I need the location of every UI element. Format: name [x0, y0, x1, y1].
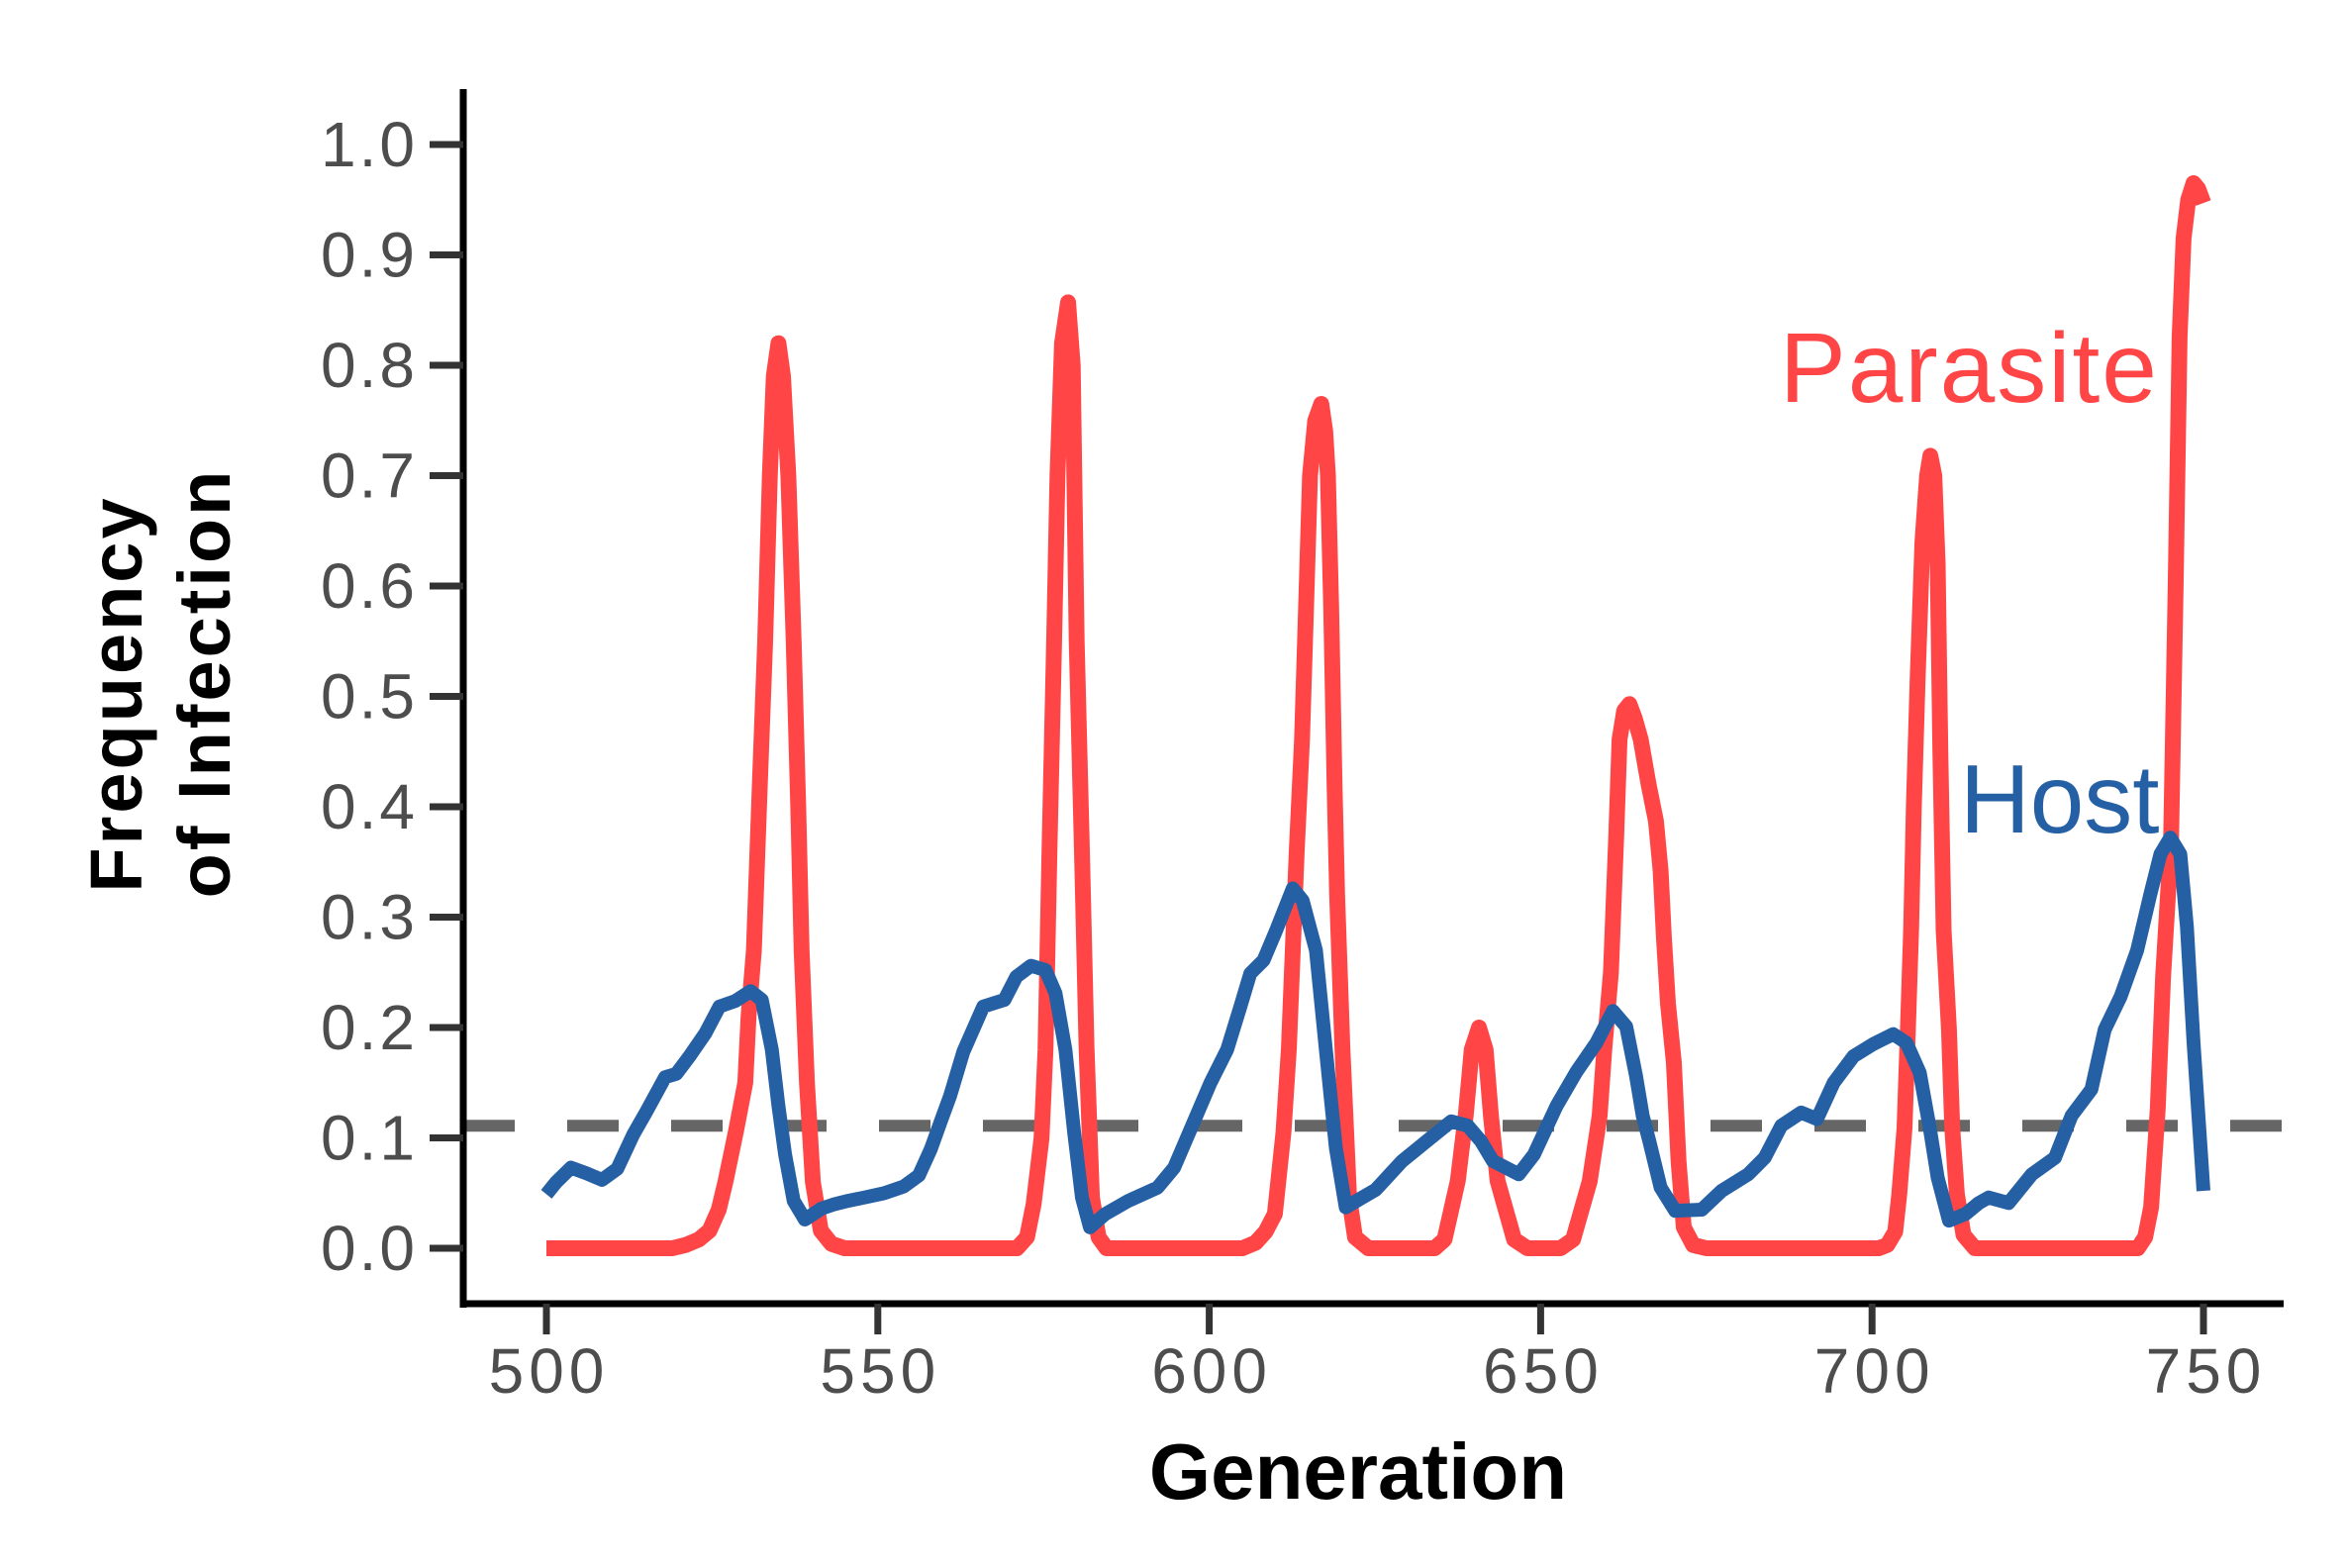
y-axis-ticks: 0.0 0.1 0.2 0.3 0.4 0.5 0.6 0.7 0.8 0.9 1.0 — [321, 109, 463, 1284]
x-tick-label: 600 — [1151, 1335, 1272, 1407]
y-tick-label: 0.1 — [321, 1103, 418, 1174]
x-tick-label: 650 — [1483, 1335, 1604, 1407]
x-axis-title: Generation — [1149, 1427, 1567, 1516]
x-tick-label: 700 — [1814, 1335, 1935, 1407]
host-line — [540, 831, 2210, 1234]
y-tick-label: 0.0 — [321, 1213, 418, 1284]
y-tick-label: 0.8 — [321, 330, 418, 401]
y-axis-title-line-2: of Infection — [163, 468, 245, 899]
parasite-line — [546, 175, 2211, 1256]
y-tick-label: 0.3 — [321, 882, 418, 953]
y-tick-label: 0.2 — [321, 992, 418, 1063]
x-tick-label: 750 — [2146, 1335, 2267, 1407]
series-layer — [540, 175, 2211, 1256]
y-tick-label: 0.9 — [321, 220, 418, 291]
parasite-series-label: Parasite — [1780, 313, 2159, 424]
host-series-label: Host — [1960, 744, 2160, 853]
y-tick-label: 1.0 — [321, 109, 418, 180]
y-tick-label: 0.4 — [321, 771, 418, 842]
x-tick-label: 550 — [820, 1335, 940, 1407]
y-tick-label: 0.7 — [321, 441, 418, 512]
x-tick-label: 500 — [489, 1335, 610, 1407]
x-axis-ticks: 500 550 600 650 700 750 — [489, 1304, 2267, 1407]
y-tick-label: 0.6 — [321, 550, 418, 622]
y-axis-title-line-1: Frequency — [75, 495, 157, 892]
y-tick-label: 0.5 — [321, 661, 418, 733]
